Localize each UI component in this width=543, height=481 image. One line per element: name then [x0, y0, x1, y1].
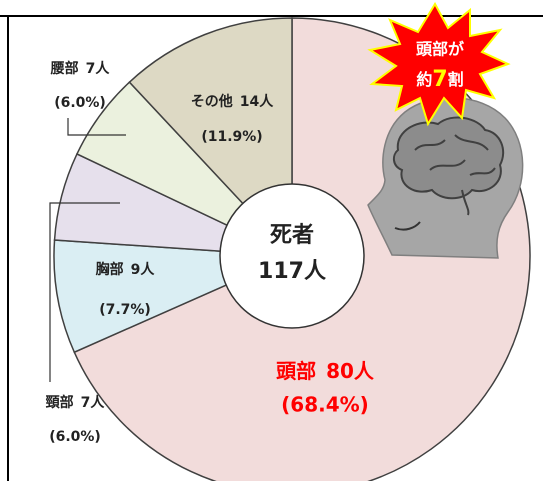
- category-label: 頭部: [276, 359, 316, 383]
- percentage-label: (11.9%): [201, 129, 262, 145]
- callout-line1: 頭部が: [416, 40, 464, 59]
- callout-part: 割: [448, 70, 464, 89]
- slice-label: 頸部 7人: [46, 394, 106, 411]
- percentage-label: (7.7%): [99, 302, 151, 318]
- center-hole: [220, 184, 364, 328]
- slice-label: 頭部 80人: [276, 359, 375, 383]
- category-label: その他: [191, 93, 233, 110]
- slice-label: その他 14人: [191, 93, 274, 110]
- value-label: 7人: [81, 394, 106, 411]
- value-label: 80人: [326, 359, 375, 383]
- slice-label: 腰部 7人: [50, 60, 111, 77]
- center-title: 死者: [270, 223, 314, 248]
- value-label: 9人: [131, 261, 156, 278]
- callout-part: 約: [416, 70, 432, 89]
- value-label: 7人: [86, 60, 111, 77]
- category-label: 腰部: [50, 60, 79, 77]
- center-total: 117人: [258, 259, 326, 284]
- percentage-label: (6.0%): [49, 429, 101, 445]
- percentage-label: (6.0%): [54, 95, 106, 111]
- percentage-label: (68.4%): [281, 393, 369, 417]
- category-label: 頸部: [46, 394, 74, 411]
- callout-part: 7: [432, 67, 447, 92]
- value-label: 14人: [240, 93, 274, 110]
- callout-line2: 約7割: [416, 67, 463, 92]
- chart: 死者 117人 頭部が 約7割 頭部 80人 (68.4%) 胸部 9人 (7.7%) 頸部…: [0, 0, 543, 481]
- category-label: 胸部: [96, 261, 124, 278]
